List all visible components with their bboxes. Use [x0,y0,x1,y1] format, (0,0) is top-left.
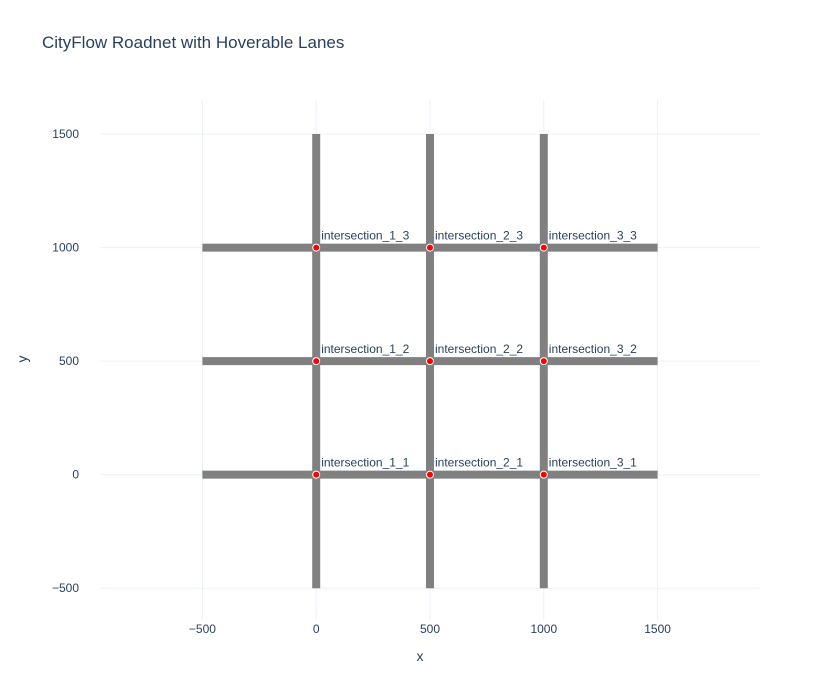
intersection-label: intersection_2_2 [435,342,523,356]
intersection-label: intersection_1_2 [321,342,409,356]
intersection-marker [426,243,434,252]
intersection-marker [312,357,321,366]
intersection-markers [312,243,548,479]
intersection-label: intersection_1_1 [321,456,409,470]
intersection-label: intersection_1_3 [321,229,409,243]
intersection-labels: intersection_1_1 intersection_2_1 intersec… [321,229,637,470]
y-tick-label: 1500 [52,127,79,141]
axis-ticks: −500 0 500 1000 1500 −500 0 500 1000 1500 [52,127,671,636]
x-tick-label: 1000 [530,622,557,636]
intersection-label: intersection_3_1 [549,456,637,470]
intersection-marker [426,470,434,479]
y-axis-title: y [14,356,30,363]
intersection-marker [312,243,321,252]
intersection-marker [539,470,548,479]
intersection-marker [312,470,321,479]
x-axis-title: x [417,648,424,664]
intersection-marker [539,243,548,252]
x-tick-label: −500 [189,622,216,636]
intersection-label: intersection_2_1 [435,456,523,470]
y-tick-label: 1000 [52,241,79,255]
intersection-marker [539,357,548,366]
y-tick-label: 500 [59,354,79,368]
x-tick-label: 0 [313,622,320,636]
intersection-label: intersection_3_2 [549,342,637,356]
y-tick-label: 0 [72,468,79,482]
x-tick-label: 1500 [644,622,671,636]
x-tick-label: 500 [420,622,440,636]
intersection-label: intersection_2_3 [435,229,523,243]
intersection-label: intersection_3_3 [549,229,637,243]
y-tick-label: −500 [52,581,79,595]
intersection-marker [426,357,434,366]
chart-title: CityFlow Roadnet with Hoverable Lanes [42,33,345,52]
